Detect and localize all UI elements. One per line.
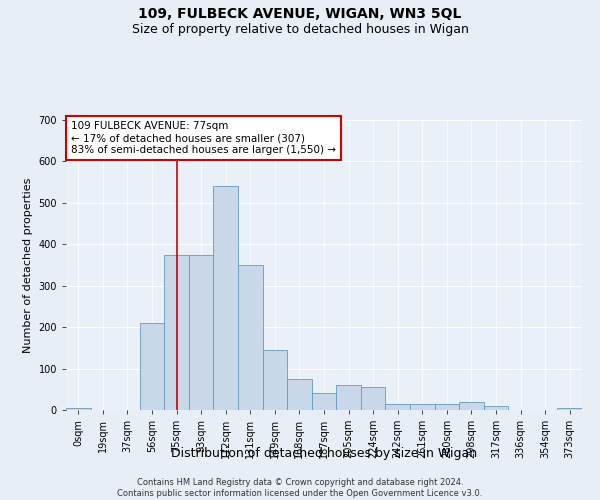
Bar — [557, 408, 582, 410]
Text: Distribution of detached houses by size in Wigan: Distribution of detached houses by size … — [171, 448, 477, 460]
Y-axis label: Number of detached properties: Number of detached properties — [23, 178, 33, 352]
Bar — [287, 379, 312, 410]
Bar — [214, 186, 238, 410]
Bar — [164, 254, 189, 410]
Bar — [66, 408, 91, 410]
Bar — [434, 404, 459, 410]
Bar — [312, 394, 336, 410]
Bar — [385, 404, 410, 410]
Bar — [410, 404, 434, 410]
Bar — [336, 385, 361, 410]
Bar — [263, 350, 287, 410]
Bar — [140, 323, 164, 410]
Bar — [189, 254, 214, 410]
Bar — [361, 387, 385, 410]
Bar — [459, 402, 484, 410]
Text: Contains HM Land Registry data © Crown copyright and database right 2024.
Contai: Contains HM Land Registry data © Crown c… — [118, 478, 482, 498]
Bar — [484, 406, 508, 410]
Text: 109 FULBECK AVENUE: 77sqm
← 17% of detached houses are smaller (307)
83% of semi: 109 FULBECK AVENUE: 77sqm ← 17% of detac… — [71, 122, 336, 154]
Text: Size of property relative to detached houses in Wigan: Size of property relative to detached ho… — [131, 22, 469, 36]
Text: 109, FULBECK AVENUE, WIGAN, WN3 5QL: 109, FULBECK AVENUE, WIGAN, WN3 5QL — [139, 8, 461, 22]
Bar — [238, 265, 263, 410]
